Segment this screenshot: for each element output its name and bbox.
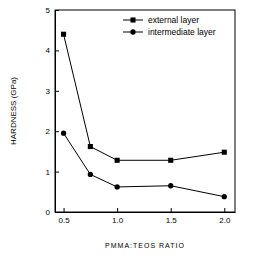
y-axis-title: HARDNESS (GPa): [9, 77, 18, 145]
y-tick-label: 4: [46, 46, 51, 55]
x-tick: 1.0: [112, 208, 124, 225]
marker: [168, 183, 173, 188]
marker: [88, 172, 93, 177]
x-tick-label: 0.5: [59, 216, 71, 225]
y-tick-mark: [55, 131, 59, 132]
y-tick-mark: [55, 91, 59, 92]
series-line: [64, 34, 225, 160]
marker: [168, 158, 173, 163]
x-tick: 1.5: [166, 208, 178, 225]
x-axis: 0.5 1.0 1.5 2.0: [56, 208, 236, 225]
marker: [61, 32, 66, 37]
y-tick-label: 5: [46, 6, 51, 15]
legend-label: external layer: [148, 15, 199, 25]
marker: [114, 184, 119, 189]
x-tick-mark: [117, 208, 118, 212]
marker: [222, 194, 227, 199]
y-tick-mark: [55, 50, 59, 51]
y-tick: 4: [46, 46, 59, 55]
legend-label: intermediate layer: [148, 27, 216, 37]
legend-entry: external layer: [123, 15, 199, 25]
x-tick: 2.0: [219, 208, 231, 225]
y-tick: 1: [46, 168, 59, 177]
y-tick-label: 0: [46, 208, 51, 217]
x-tick-label: 2.0: [219, 216, 231, 225]
x-tick-label: 1.5: [166, 216, 178, 225]
x-tick-label: 1.0: [112, 216, 124, 225]
y-axis-line: [55, 11, 56, 213]
marker: [115, 158, 120, 163]
y-tick: 2: [46, 127, 59, 136]
data-layer: [61, 32, 227, 200]
legend-marker: [130, 17, 135, 22]
y-tick-mark: [55, 10, 59, 11]
legend: external layer intermediate layer: [123, 15, 216, 37]
marker: [61, 131, 66, 136]
legend-marker: [130, 29, 135, 34]
y-tick-mark: [55, 212, 59, 213]
y-tick-label: 3: [46, 87, 51, 96]
y-tick: 5: [46, 6, 59, 15]
y-tick-label: 1: [46, 168, 51, 177]
series-line: [64, 133, 225, 196]
x-axis-title: PMMA:TEOS RATIO: [105, 242, 185, 249]
y-tick-mark: [55, 172, 59, 173]
legend-entry: intermediate layer: [123, 27, 216, 37]
x-tick-mark: [224, 208, 225, 212]
x-tick-mark: [64, 208, 65, 212]
marker: [222, 150, 227, 155]
plot-area: 0.5 1.0 1.5 2.0 0 1 2 3 4 5 external layer intermed…: [46, 6, 236, 225]
y-axis: 0 1 2 3 4 5: [46, 6, 59, 217]
x-axis-line: [56, 212, 236, 213]
y-tick-label: 2: [46, 127, 51, 136]
x-tick: 0.5: [59, 208, 71, 225]
marker: [88, 144, 93, 149]
plot-frame: [55, 10, 235, 212]
x-tick-mark: [171, 208, 172, 212]
y-tick: 0: [46, 208, 59, 217]
y-tick: 3: [46, 87, 59, 96]
chart: 0.5 1.0 1.5 2.0 0 1 2 3 4 5 external layer intermed…: [0, 0, 260, 260]
